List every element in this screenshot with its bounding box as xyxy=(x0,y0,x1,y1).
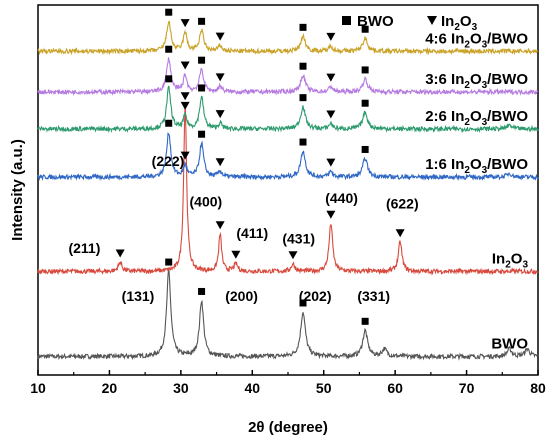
in2o3-peak-marker xyxy=(215,221,225,230)
hkl-label: (400) xyxy=(190,194,223,210)
plot-border xyxy=(37,4,539,376)
in2o3-peak-marker xyxy=(215,73,225,82)
series-line-2 xyxy=(37,132,539,182)
series-label-5: 4:6 In2O3/BWO xyxy=(425,30,528,50)
in2o3-peak-marker xyxy=(326,110,336,119)
series-label-3: 2:6 In2O3/BWO xyxy=(425,108,528,128)
in2o3-peak-marker xyxy=(115,249,125,258)
x-tick-label: 30 xyxy=(173,380,189,396)
hkl-label: (411) xyxy=(236,225,268,241)
bwo-peak-marker xyxy=(165,45,173,53)
axis-layer: 10 20 30 40 50 60 70 80 2θ (degree) Intensity (a.… xyxy=(9,139,546,436)
plot-frame xyxy=(37,4,539,376)
hkl-label: (431) xyxy=(282,231,315,247)
in2o3-peak-marker xyxy=(215,32,225,41)
marker-layer xyxy=(115,8,405,325)
bwo-peak-marker xyxy=(361,66,369,74)
bwo-peak-marker xyxy=(165,8,173,16)
x-tick-label: 50 xyxy=(316,380,332,396)
bwo-peak-marker xyxy=(198,84,206,92)
x-tick-label: 70 xyxy=(459,380,475,396)
legend-square-icon xyxy=(342,16,351,25)
series-line-5 xyxy=(37,20,539,56)
legend: BWO In2O3 xyxy=(342,13,478,33)
bwo-peak-marker xyxy=(361,317,369,325)
x-tick-label: 20 xyxy=(102,380,118,396)
x-tick-label: 80 xyxy=(530,380,546,396)
bwo-peak-marker xyxy=(299,138,307,146)
legend-label-in2o3: In2O3 xyxy=(441,13,478,33)
x-tick-label: 40 xyxy=(244,380,260,396)
bwo-peak-marker xyxy=(299,299,307,307)
bwo-peak-marker xyxy=(165,119,173,127)
label-layer: BWO In2O3 1:6 In2O3/BWO 2:6 In2O3/BWO 3:6 In… xyxy=(68,30,528,352)
hkl-label: (200) xyxy=(225,288,258,304)
bwo-peak-marker xyxy=(299,23,307,31)
bwo-peak-marker xyxy=(165,258,173,266)
x-axis-title: 2θ (degree) xyxy=(248,419,328,436)
bwo-peak-marker xyxy=(361,25,369,33)
series-line-0 xyxy=(37,268,539,361)
x-tick-label: 60 xyxy=(387,380,403,396)
x-tick-label: 10 xyxy=(30,380,46,396)
legend-label-bwo: BWO xyxy=(357,13,394,30)
in2o3-peak-marker xyxy=(180,101,190,110)
hkl-label: (131) xyxy=(122,288,155,304)
hkl-label: (622) xyxy=(386,196,419,212)
series-label-1: In2O3 xyxy=(492,250,529,270)
bwo-peak-marker xyxy=(198,130,206,138)
bwo-peak-marker xyxy=(198,287,206,295)
in2o3-peak-marker xyxy=(180,19,190,28)
series-line-1 xyxy=(37,106,539,276)
in2o3-peak-marker xyxy=(326,210,336,219)
in2o3-peak-marker xyxy=(180,92,190,101)
bwo-peak-marker xyxy=(361,99,369,107)
series-line-4 xyxy=(37,57,539,97)
in2o3-peak-marker xyxy=(180,151,190,160)
hkl-label: (202) xyxy=(299,288,332,304)
bwo-peak-marker xyxy=(165,75,173,83)
bwo-peak-marker xyxy=(198,56,206,64)
in2o3-peak-marker xyxy=(326,73,336,82)
in2o3-peak-marker xyxy=(288,251,298,260)
hkl-label: (331) xyxy=(357,288,390,304)
hkl-label: (440) xyxy=(325,190,358,206)
series-line-3 xyxy=(37,85,539,134)
in2o3-peak-marker xyxy=(326,158,336,167)
in2o3-peak-marker xyxy=(326,32,336,41)
in2o3-peak-marker xyxy=(395,229,405,238)
in2o3-peak-marker xyxy=(215,110,225,119)
series-label-4: 3:6 In2O3/BWO xyxy=(425,71,528,91)
y-axis-title: Intensity (a.u.) xyxy=(9,139,26,241)
bwo-peak-marker xyxy=(361,145,369,153)
bwo-peak-marker xyxy=(299,62,307,70)
series-layer xyxy=(37,20,539,361)
legend-triangle-icon xyxy=(427,16,437,25)
in2o3-peak-marker xyxy=(231,250,241,259)
series-label-2: 1:6 In2O3/BWO xyxy=(425,156,528,176)
bwo-peak-marker xyxy=(198,17,206,25)
series-label-0: BWO xyxy=(491,336,528,353)
hkl-label: (222) xyxy=(152,153,185,169)
bwo-peak-marker xyxy=(299,94,307,102)
hkl-label: (211) xyxy=(68,240,100,256)
in2o3-peak-marker xyxy=(180,61,190,70)
in2o3-peak-marker xyxy=(215,158,225,167)
